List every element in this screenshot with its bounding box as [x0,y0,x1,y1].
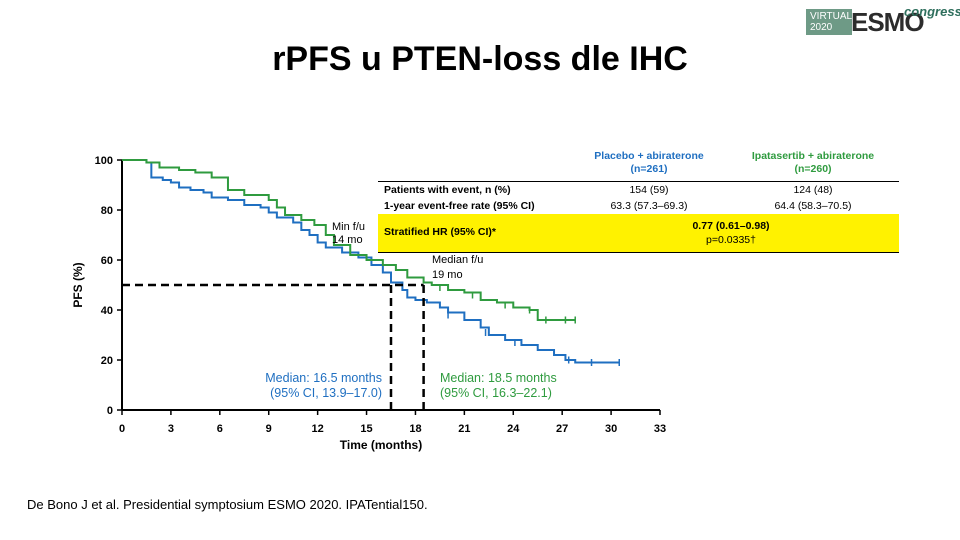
x-tick-label: 27 [556,423,568,435]
x-tick-label: 3 [168,423,174,435]
logo-brand: ESMO [851,7,925,37]
y-tick-label: 100 [95,155,113,167]
hr-value: 0.77 (0.61–0.98) [692,220,770,232]
row-ipat-value: 124 (48) [793,184,833,196]
row-placebo-value: 154 (59) [629,184,669,196]
y-tick-label: 0 [107,405,113,417]
x-tick-label: 0 [119,423,125,435]
y-tick-label: 60 [101,255,113,267]
logo-congress: congress [904,4,960,19]
hr-label: Stratified HR (95% CI)* [384,226,497,238]
y-tick-label: 80 [101,205,113,217]
table-header-ipat: Ipatasertib + abiraterone (n=260) [738,150,888,176]
x-tick-label: 6 [217,423,223,435]
x-tick-label: 30 [605,423,617,435]
min-fu-label: Min f/u [332,221,365,233]
x-tick-label: 33 [654,423,666,435]
x-tick-label: 12 [312,423,324,435]
y-tick-label: 40 [101,305,113,317]
x-tick-label: 15 [360,423,372,435]
logo-virtual: VIRTUAL [810,11,853,22]
table-header-placebo: Placebo + abiraterone (n=261) [574,150,724,176]
median-placebo-ci: (95% CI, 13.9–17.0) [270,386,382,400]
min-fu-value: 14 mo [332,234,363,246]
km-line-ipatasertib [122,159,576,321]
y-tick-label: 20 [101,355,113,367]
x-tick-label: 9 [266,423,272,435]
placebo-header-label: Placebo + abiraterone [594,150,704,162]
median-placebo-label: Median: 16.5 months [265,371,382,385]
median-ipat-ci: (95% CI, 16.3–22.1) [440,386,552,400]
placebo-header-n: (n=261) [630,163,668,175]
x-tick-label: 24 [507,423,520,435]
x-tick-label: 18 [409,423,421,435]
table-row: Patients with event, n (%) 154 (59) 124 … [378,182,899,198]
slide-title: rPFS u PTEN-loss dle IHC [272,40,688,78]
y-axis-label: PFS (%) [71,262,85,307]
median-fu-label: Median f/u [432,254,483,266]
ipat-header-n: (n=260) [794,163,832,175]
table-rule [378,252,899,253]
row-ipat-value: 64.4 (58.3–70.5) [774,200,852,212]
ipat-header-label: Ipatasertib + abiraterone [751,150,875,162]
p-value: p=0.0335† [706,234,756,246]
esmo-logo: VIRTUAL 2020 ESMO congress [806,4,960,37]
median-fu-value: 19 mo [432,269,463,281]
table-rule [378,181,899,182]
x-tick-label: 21 [458,423,470,435]
x-axis-label: Time (months) [340,438,422,452]
row-label: Patients with event, n (%) [384,184,511,196]
km-chart: 0 20 40 60 80 100 0 3 6 9 12 15 18 21 24 27 30 33 Time (mo… [71,155,666,452]
source-citation: De Bono J et al. Presidential symptosium… [27,497,428,512]
table-row: 1-year event-free rate (95% CI) 63.3 (57… [378,198,899,214]
row-placebo-value: 63.3 (57.3–69.3) [610,200,688,212]
median-ipat-label: Median: 18.5 months [440,371,557,385]
hr-highlight-row: Stratified HR (95% CI)* 0.77 (0.61–0.98)… [378,214,899,252]
logo-year: 2020 [810,22,833,33]
logo-virtual-badge: VIRTUAL 2020 [806,9,852,35]
row-label: 1-year event-free rate (95% CI) [384,200,535,212]
